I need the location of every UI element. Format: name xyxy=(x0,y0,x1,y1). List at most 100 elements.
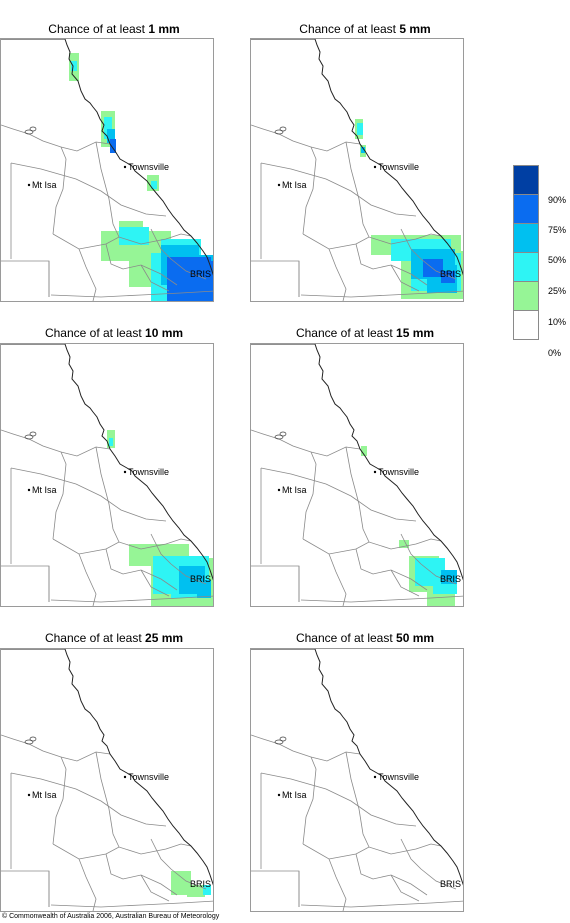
town-marker-townsville xyxy=(373,775,377,779)
island xyxy=(274,129,284,135)
town-label-bris: BRIS xyxy=(440,879,461,889)
town-label-townsville: Townsville xyxy=(378,772,419,782)
island xyxy=(279,126,287,132)
town-marker-townsville xyxy=(123,470,127,474)
legend-label-0: 0% xyxy=(548,348,562,358)
panel-title-15mm: Chance of at least 15 mm xyxy=(295,326,435,340)
island xyxy=(24,434,34,440)
region-border xyxy=(1,260,50,297)
region-border xyxy=(302,233,442,250)
legend-swatch-5 xyxy=(513,310,539,340)
panel-title-1mm: Chance of at least 1 mm xyxy=(48,22,180,36)
region-border xyxy=(52,756,67,845)
region-border xyxy=(52,843,192,860)
probability-area xyxy=(357,123,363,135)
map-canvas: Townsville Mt Isa BRIS xyxy=(251,344,463,606)
region-border xyxy=(52,233,192,250)
region-border xyxy=(251,260,300,297)
town-marker-townsville xyxy=(373,165,377,169)
legend-swatch-0 xyxy=(513,165,539,195)
region-border xyxy=(328,248,347,301)
region-border xyxy=(150,228,207,280)
town-label-mt-isa: Mt Isa xyxy=(32,485,57,495)
region-border xyxy=(78,858,97,911)
region-border xyxy=(400,228,457,280)
legend-swatch-2 xyxy=(513,223,539,253)
map-canvas: Townsville Mt Isa BRIS xyxy=(1,649,213,911)
town-label-bris: BRIS xyxy=(440,574,461,584)
coastline xyxy=(1,344,213,581)
region-border xyxy=(260,467,417,522)
region-border xyxy=(260,162,417,217)
town-marker-townsville xyxy=(373,470,377,474)
region-border xyxy=(1,870,50,907)
island xyxy=(24,739,34,745)
town-label-townsville: Townsville xyxy=(378,162,419,172)
map-canvas: Townsville Mt Isa BRIS xyxy=(1,344,213,606)
region-border xyxy=(390,264,420,292)
region-border xyxy=(10,162,167,217)
town-label-mt-isa: Mt Isa xyxy=(282,485,307,495)
probability-area xyxy=(361,446,367,456)
region-border xyxy=(52,146,67,235)
map-5mm: Townsville Mt Isa BRIS xyxy=(250,38,464,302)
copyright-credit: © Commonwealth of Australia 2006, Austra… xyxy=(2,913,220,920)
region-border xyxy=(95,751,120,848)
town-marker-townsville xyxy=(123,775,127,779)
region-border xyxy=(1,565,50,602)
map-1mm: Townsville Mt Isa BRIS xyxy=(0,38,214,302)
probability-area xyxy=(197,580,211,598)
region-border xyxy=(10,467,167,522)
region-border xyxy=(50,595,213,603)
probability-area xyxy=(423,259,443,277)
region-border xyxy=(302,843,442,860)
probability-area xyxy=(71,61,77,71)
region-border xyxy=(390,569,420,597)
region-border xyxy=(400,838,457,890)
town-label-mt-isa: Mt Isa xyxy=(282,790,307,800)
probability-legend xyxy=(513,165,539,340)
region-border xyxy=(50,290,213,298)
region-border xyxy=(150,838,207,890)
island xyxy=(29,736,37,742)
legend-label-90: 90% xyxy=(548,195,567,205)
town-label-townsville: Townsville xyxy=(128,467,169,477)
region-border xyxy=(302,146,317,235)
probability-area xyxy=(119,227,149,245)
island xyxy=(29,431,37,437)
town-label-bris: BRIS xyxy=(190,879,211,889)
probability-area xyxy=(104,117,112,139)
town-label-townsville: Townsville xyxy=(128,162,169,172)
map-25mm: Townsville Mt Isa BRIS xyxy=(0,648,214,912)
region-border xyxy=(1,429,111,457)
region-border xyxy=(260,772,417,827)
region-border xyxy=(1,734,111,762)
town-label-mt-isa: Mt Isa xyxy=(32,180,57,190)
region-border xyxy=(251,429,361,457)
town-marker-mt-isa xyxy=(27,183,31,187)
map-canvas: Townsville Mt Isa BRIS xyxy=(251,649,463,911)
region-border xyxy=(52,538,192,555)
panel-title-5mm: Chance of at least 5 mm xyxy=(299,22,431,36)
region-border xyxy=(10,772,167,827)
region-border xyxy=(345,446,370,543)
town-label-mt-isa: Mt Isa xyxy=(32,790,57,800)
region-border xyxy=(355,243,428,286)
town-label-mt-isa: Mt Isa xyxy=(282,180,307,190)
region-border xyxy=(105,548,178,591)
coastline xyxy=(1,39,213,276)
region-border xyxy=(302,451,317,540)
region-border xyxy=(302,756,317,845)
legend-swatch-4 xyxy=(513,281,539,311)
legend-label-75: 75% xyxy=(548,225,567,235)
town-label-bris: BRIS xyxy=(190,269,211,279)
map-canvas: Townsville Mt Isa BRIS xyxy=(1,39,213,301)
region-border xyxy=(78,553,97,606)
probability-area xyxy=(361,147,365,153)
town-marker-mt-isa xyxy=(27,488,31,492)
island xyxy=(279,431,287,437)
legend-swatch-1 xyxy=(513,194,539,224)
region-border xyxy=(1,124,111,152)
map-15mm: Townsville Mt Isa BRIS xyxy=(250,343,464,607)
island xyxy=(29,126,37,132)
